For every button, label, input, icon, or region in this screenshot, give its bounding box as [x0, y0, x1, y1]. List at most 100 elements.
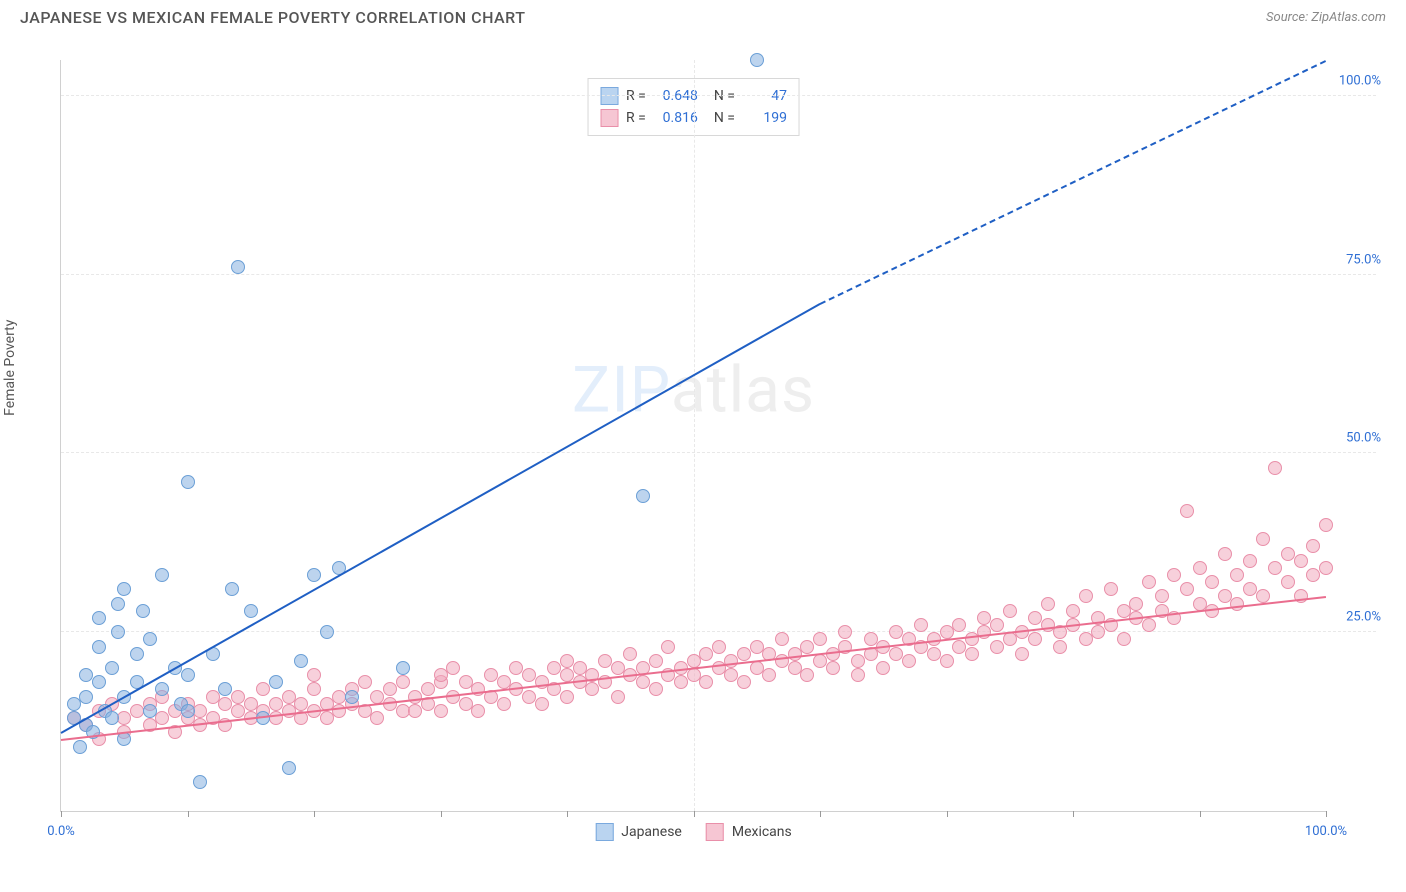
data-point [1193, 561, 1207, 575]
data-point [484, 668, 498, 682]
data-point [117, 582, 131, 596]
data-point [1117, 632, 1131, 646]
legend-r-label: R = [626, 110, 646, 126]
data-point [1041, 597, 1055, 611]
data-point [218, 682, 232, 696]
data-point [914, 618, 928, 632]
data-point [181, 475, 195, 489]
data-point [1268, 561, 1282, 575]
data-point [155, 690, 169, 704]
data-point [1193, 597, 1207, 611]
data-point [332, 690, 346, 704]
x-minor-tick-mark [188, 811, 189, 817]
data-point [1294, 554, 1308, 568]
data-point [724, 668, 738, 682]
data-point [396, 675, 410, 689]
plot-area: ZIPatlas R =0.648N =47R =0.816N =199 Jap… [60, 60, 1326, 812]
data-point [370, 711, 384, 725]
data-point [712, 640, 726, 654]
data-point [181, 711, 195, 725]
y-tick-label: 50.0% [1346, 431, 1381, 446]
data-point [1205, 575, 1219, 589]
data-point [1003, 604, 1017, 618]
data-point [1167, 568, 1181, 582]
data-point [674, 675, 688, 689]
data-point [143, 697, 157, 711]
data-point [535, 697, 549, 711]
data-point [1268, 461, 1282, 475]
data-point [67, 697, 81, 711]
x-minor-tick-mark [820, 811, 821, 817]
data-point [598, 654, 612, 668]
legend-r-label: R = [626, 88, 646, 104]
data-point [421, 682, 435, 696]
data-point [902, 654, 916, 668]
legend-n-label: N = [714, 88, 735, 104]
data-point [143, 704, 157, 718]
trend-line [61, 303, 821, 734]
data-point [788, 661, 802, 675]
data-point [611, 661, 625, 675]
grid-line-h [61, 631, 1376, 632]
data-point [73, 740, 87, 754]
data-point [699, 647, 713, 661]
data-point [990, 618, 1004, 632]
data-point [1053, 640, 1067, 654]
data-point [965, 647, 979, 661]
data-point [1218, 589, 1232, 603]
legend-swatch [600, 87, 618, 105]
data-point [1306, 539, 1320, 553]
data-point [282, 761, 296, 775]
data-point [585, 682, 599, 696]
data-point [111, 625, 125, 639]
data-point [547, 661, 561, 675]
data-point [623, 647, 637, 661]
data-point [826, 661, 840, 675]
data-point [307, 668, 321, 682]
data-point [649, 654, 663, 668]
data-point [952, 640, 966, 654]
data-point [79, 690, 93, 704]
data-point [977, 611, 991, 625]
y-tick-label: 75.0% [1346, 252, 1381, 267]
data-point [1319, 518, 1333, 532]
data-point [813, 632, 827, 646]
data-point [193, 704, 207, 718]
series-legend-label: Japanese [621, 824, 682, 840]
data-point [1281, 547, 1295, 561]
data-point [851, 668, 865, 682]
y-tick-label: 25.0% [1346, 610, 1381, 625]
data-point [181, 697, 195, 711]
data-point [92, 640, 106, 654]
data-point [1281, 575, 1295, 589]
data-point [1028, 611, 1042, 625]
data-point [990, 640, 1004, 654]
data-point [497, 697, 511, 711]
data-point [876, 661, 890, 675]
data-point [750, 661, 764, 675]
data-point [181, 704, 195, 718]
series-legend-item: Japanese [595, 823, 682, 841]
data-point [497, 675, 511, 689]
data-point [952, 618, 966, 632]
data-point [1003, 632, 1017, 646]
data-point [155, 711, 169, 725]
x-minor-tick-mark [1073, 811, 1074, 817]
data-point [396, 661, 410, 675]
x-minor-tick-mark [1200, 811, 1201, 817]
data-point [1104, 582, 1118, 596]
data-point [611, 690, 625, 704]
grid-line-h [61, 95, 1376, 96]
data-point [560, 690, 574, 704]
data-point [1155, 589, 1169, 603]
data-point [358, 675, 372, 689]
legend-n-value: 199 [743, 110, 787, 126]
data-point [1079, 632, 1093, 646]
data-point [940, 625, 954, 639]
data-point [225, 582, 239, 596]
data-point [1243, 554, 1257, 568]
data-point [320, 711, 334, 725]
data-point [155, 568, 169, 582]
data-point [1028, 632, 1042, 646]
data-point [130, 704, 144, 718]
